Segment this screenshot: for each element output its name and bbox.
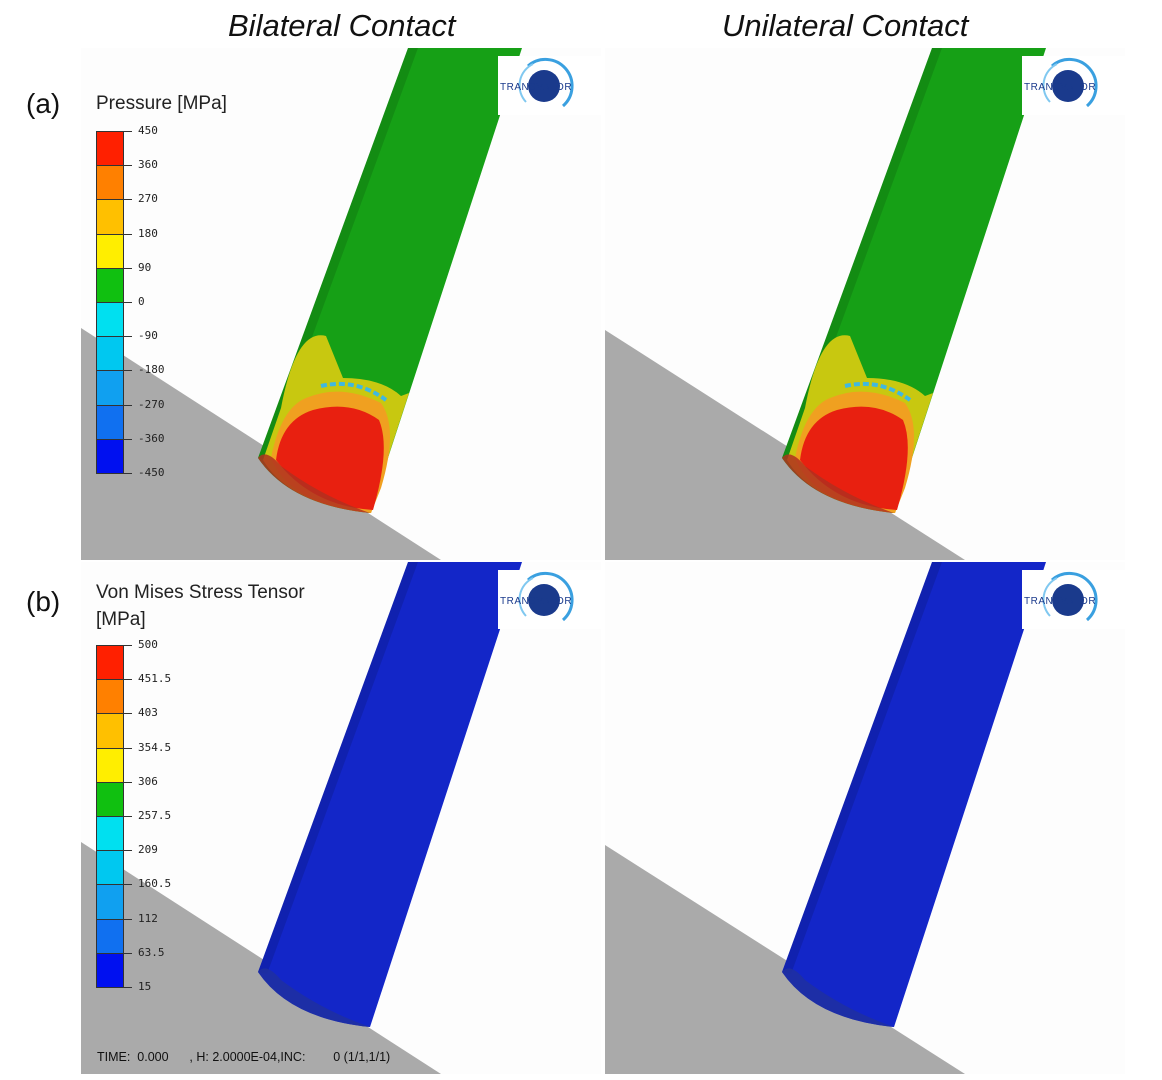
legend-swatch [96,165,124,201]
legend-tick [124,918,132,920]
legend-tick-label: 63.5 [138,945,165,959]
cylinder-shade [782,562,942,974]
legend-tick-label: 354.5 [138,740,172,754]
legend-tick-label: -270 [138,397,165,411]
legend-tick-label: 306 [138,774,158,788]
transvalor-logo: TRANSVALOR [1024,57,1098,108]
legend-tick-label: -180 [138,363,165,377]
cylinder-body [258,562,522,1027]
cylinder-end-cap [258,968,370,1027]
legend-tick-label: 112 [138,911,158,925]
cylinder-body [782,562,1046,1027]
row-label-b: (b) [26,586,61,617]
panel-stress-unilateral: TRANSVALOR [605,562,1125,1074]
legend-tick [124,645,132,646]
legend-tick-label: 0 [138,295,145,308]
legend-swatch [96,199,124,235]
legend-tick [124,987,132,988]
svg-text:TRANSVALOR: TRANSVALOR [500,82,572,93]
legend-swatch [96,438,124,474]
transvalor-logo: TRANSVALOR [500,571,574,622]
legend-tick-label: 180 [138,226,158,240]
legend-tick [124,404,132,406]
legend-tick-label: 451.5 [138,672,172,686]
legend-tick [124,884,132,886]
legend-swatch [96,302,124,338]
legend-tick [124,747,132,749]
pressure-color-legend: 450 360 270 180 90 0 -90 -180 -270 -360 -450 [96,124,216,479]
legend-tick [124,781,132,783]
vonmises-color-legend: 500 451.5 403 354.5 306 257.5 209 160.5 112 63.5 1… [96,638,216,993]
legend-swatch [96,645,124,681]
row-label-a: (a) [26,88,61,119]
legend-tick-label: 403 [138,706,158,720]
svg-text:TRANSVALOR: TRANSVALOR [1024,596,1096,607]
pressure-legend-title: Pressure [MPa] [96,93,227,114]
legend-swatch [96,131,124,167]
legend-swatch [96,267,124,303]
legend-tick [124,713,132,715]
legend-swatch [96,747,124,783]
legend-swatch [96,884,124,920]
transvalor-logo: TRANSVALOR [500,57,574,108]
legend-tick [124,336,132,338]
legend-tick-label: 450 [138,124,158,137]
legend-tick-label: 500 [138,638,158,651]
transvalor-logo: TRANSVALOR [1024,571,1098,622]
legend-tick [124,131,132,132]
legend-tick-label: 90 [138,260,152,274]
cylinder-end-cap [258,454,370,513]
legend-tick-label: 257.5 [138,809,172,822]
column-title-bilateral: Bilateral Contact [228,8,456,43]
legend-swatch [96,404,124,440]
legend-swatch [96,816,124,852]
panel-stress-bilateral: TRANSVALOR [81,562,601,1074]
legend-tick [124,370,132,372]
legend-tick [124,952,132,954]
legend-swatch [96,781,124,817]
cylinder-end-cap [782,968,894,1027]
legend-swatch [96,233,124,269]
panel-pressure-unilateral: TRANSVALOR [605,48,1125,560]
legend-tick [124,233,132,235]
svg-text:TRANSVALOR: TRANSVALOR [500,596,572,607]
legend-tick-label: -90 [138,329,158,343]
legend-swatch [96,679,124,715]
legend-tick [124,165,132,167]
legend-tick [124,267,132,269]
status-h: , H: 2.0000E-04,INC: [189,1050,306,1064]
legend-tick-label: 160.5 [138,877,172,891]
column-title-unilateral: Unilateral Contact [722,8,969,43]
legend-tick-label: 360 [138,158,158,172]
legend-tick [124,438,132,440]
vonmises-legend-title: Von Mises Stress Tensor [MPa] [96,582,305,630]
legend-tick [124,473,132,474]
status-line: TIME: 0.000 , H: 2.0000E-04,INC: 0 (1/1,… [97,1050,390,1064]
legend-swatch [96,370,124,406]
status-inc: 0 (1/1,1/1) [333,1050,391,1064]
legend-tick-label: -450 [138,466,165,479]
panel-pressure-bilateral: TRANSVALOR [81,48,601,560]
legend-swatch [96,952,124,988]
cylinder-shade [258,562,418,974]
legend-tick [124,850,132,852]
legend-tick-label: 209 [138,843,158,857]
cylinder-end-cap [782,454,894,513]
legend-tick-label: 15 [138,980,152,993]
legend-swatch [96,713,124,749]
legend-tick [124,199,132,201]
legend-swatch [96,918,124,954]
legend-tick-label: 270 [138,192,158,206]
legend-tick [124,302,132,303]
svg-text:TRANSVALOR: TRANSVALOR [1024,82,1096,93]
legend-swatch [96,336,124,372]
legend-tick [124,816,132,817]
legend-tick-label: -360 [138,431,165,445]
legend-tick [124,679,132,681]
legend-swatch [96,850,124,886]
status-time: TIME: 0.000 [97,1050,169,1064]
